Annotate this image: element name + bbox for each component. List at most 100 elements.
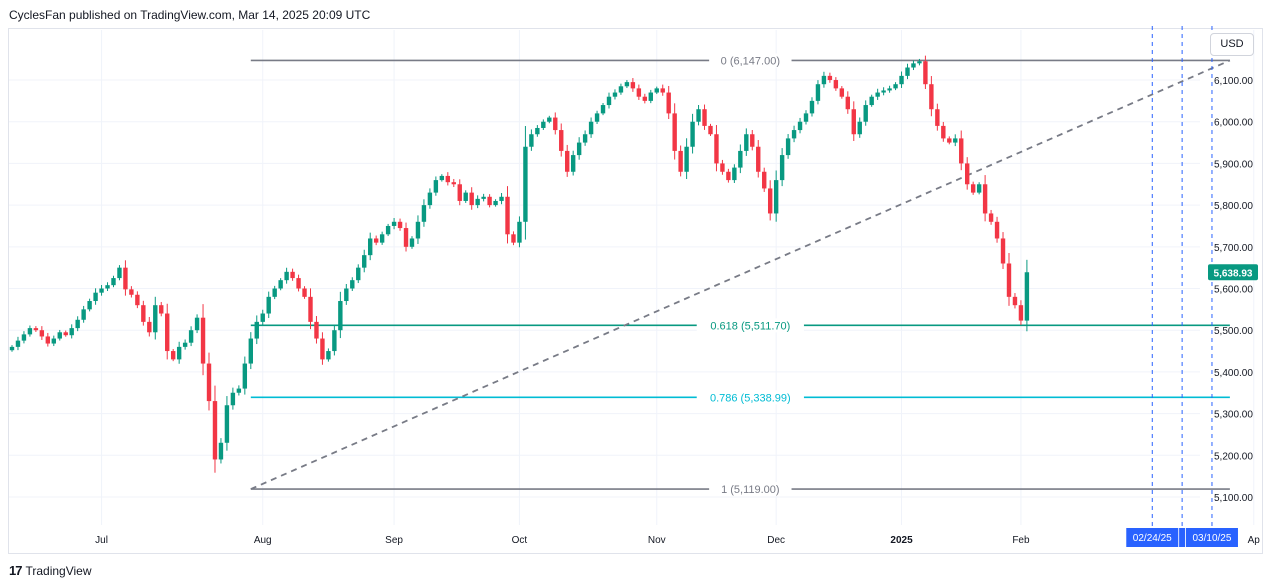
candle: [105, 282, 110, 292]
candle: [487, 194, 492, 208]
candle: [917, 58, 922, 66]
candle: [1012, 293, 1018, 309]
candle: [809, 97, 815, 117]
candle: [284, 267, 289, 284]
candle: [887, 85, 892, 93]
x-tick-label: Oct: [512, 535, 528, 546]
x-tick-label: Dec: [767, 535, 785, 546]
candle-body: [117, 267, 122, 279]
candle: [111, 275, 116, 288]
candle: [648, 89, 653, 104]
candle: [457, 179, 462, 206]
candle-body: [141, 305, 146, 322]
candle: [356, 264, 361, 284]
candle-body: [1024, 272, 1030, 321]
x-tick-label: Ap: [1248, 535, 1261, 546]
candle-body: [624, 82, 630, 87]
y-tick-label: 5,900.00: [1214, 159, 1253, 170]
date-marker-tag: [1179, 528, 1186, 547]
y-tick-label: 5,700.00: [1214, 243, 1253, 254]
candle-body: [99, 288, 104, 293]
candle-body: [947, 138, 952, 143]
candle-body: [290, 271, 295, 279]
candle: [63, 330, 68, 337]
candle-body: [81, 309, 86, 320]
candle-body: [982, 184, 988, 214]
candle: [475, 195, 480, 209]
candle: [779, 148, 785, 187]
candle: [141, 300, 146, 326]
candle: [296, 274, 301, 292]
candle: [344, 283, 349, 305]
candle-body: [797, 121, 803, 131]
candle-body: [397, 221, 403, 229]
candle-body: [720, 163, 725, 172]
candle: [690, 113, 695, 154]
candle: [857, 117, 862, 138]
candle: [851, 101, 856, 141]
grid-lines: [9, 30, 1255, 525]
x-tick-label: Sep: [385, 535, 403, 546]
candle-body: [517, 221, 522, 243]
candle: [159, 301, 164, 317]
candle: [839, 86, 845, 99]
candle: [135, 291, 140, 309]
y-tick-label: 5,500.00: [1214, 326, 1253, 337]
candle-body: [433, 180, 439, 193]
candle: [481, 193, 486, 202]
candle-body: [708, 125, 713, 135]
candle-body: [272, 288, 277, 297]
candle: [929, 76, 934, 117]
candle: [833, 77, 839, 91]
candle-body: [403, 228, 409, 247]
candle: [600, 103, 606, 116]
candle: [636, 84, 642, 100]
candle: [170, 349, 176, 362]
candle-body: [362, 255, 367, 268]
candle-body: [368, 238, 373, 256]
candle: [517, 216, 522, 248]
chart-frame: [8, 28, 1263, 554]
candle: [899, 71, 904, 88]
candle-body: [791, 130, 797, 139]
candle-body: [875, 92, 880, 97]
candle-body: [869, 96, 874, 106]
candle-body: [600, 105, 606, 114]
date-marker-tag: [1126, 528, 1179, 547]
candle-body: [726, 171, 731, 181]
candle: [224, 396, 230, 451]
last-price-tag: [1208, 264, 1258, 281]
candle-body: [356, 267, 361, 281]
candle: [767, 180, 773, 221]
candle-body: [857, 121, 862, 135]
currency-button[interactable]: USD: [1210, 33, 1254, 56]
candle-body: [314, 321, 319, 339]
candle: [785, 134, 791, 159]
candle-body: [129, 289, 134, 295]
candle-body: [457, 184, 462, 201]
candle: [218, 438, 224, 464]
candle-body: [218, 442, 224, 460]
candle-body: [547, 117, 552, 122]
candle-body: [899, 75, 904, 85]
candle-body: [415, 221, 421, 239]
candle-body: [230, 392, 236, 406]
candle-body: [344, 288, 349, 302]
candle-body: [51, 338, 56, 344]
candle: [821, 71, 827, 88]
candle: [433, 176, 439, 196]
fib-label-bg: [709, 482, 792, 497]
candle: [147, 316, 152, 337]
candle-body: [350, 280, 355, 289]
candle-body: [678, 150, 683, 172]
candle-body: [224, 405, 230, 443]
candle: [726, 168, 731, 183]
price-axis: 6,100.00 6,000.00 5,900.00 5,800.00 5,700.00…: [1208, 76, 1258, 504]
candle-body: [1018, 305, 1024, 321]
candle-body: [863, 105, 868, 122]
candle-body: [320, 338, 325, 360]
y-tick-label: 5,100.00: [1214, 493, 1253, 504]
candle: [350, 277, 355, 292]
candle-body: [182, 342, 188, 347]
